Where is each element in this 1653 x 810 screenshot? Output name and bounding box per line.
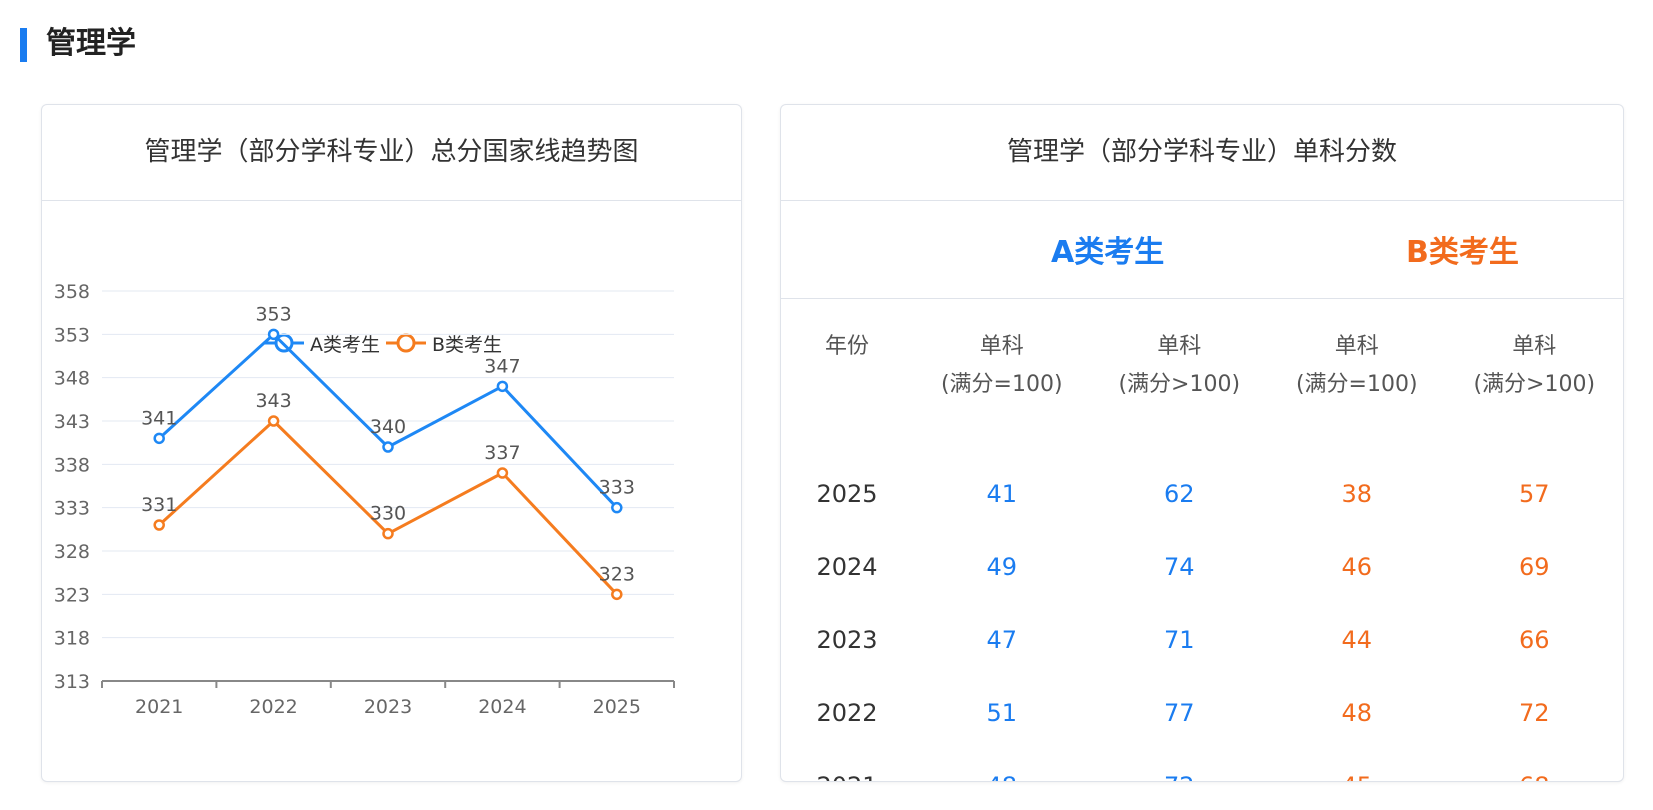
- cell-a1: 47: [986, 625, 1018, 654]
- data-label: 347: [484, 355, 520, 377]
- y-tick-label: 323: [54, 584, 90, 606]
- data-label: 340: [370, 416, 406, 438]
- x-tick-label: 2022: [249, 696, 297, 718]
- cell-a1: 49: [986, 552, 1018, 581]
- data-label: 323: [599, 563, 635, 585]
- cell-b1: 44: [1341, 625, 1373, 654]
- candidate-type-row: A类考生 B类考生: [781, 201, 1623, 299]
- y-tick-label: 338: [54, 454, 90, 476]
- cell-year: 2024: [816, 552, 878, 581]
- cell-a2: 72: [1091, 749, 1269, 782]
- data-point: [496, 380, 509, 393]
- header-b2: 单科 (满分>100): [1473, 334, 1596, 397]
- data-label: 341: [141, 407, 177, 429]
- cell-a2: 71: [1163, 625, 1195, 654]
- cell-a2: 62: [1163, 479, 1195, 508]
- y-tick-label: 318: [54, 628, 90, 650]
- cell-year: 2021: [781, 749, 913, 782]
- table-header-row: 年份 单科 (满分=100) 单科 (满分>100) 单科 (满分=100) 单科 (满…: [781, 298, 1623, 457]
- y-tick-label: 328: [54, 541, 90, 563]
- cell-year: 2022: [816, 698, 878, 727]
- table-row: 2021 48 72 45 68: [781, 749, 1623, 782]
- y-tick-label: 343: [54, 411, 90, 433]
- data-point: [153, 519, 165, 531]
- table-row: 2023 47 71 44 66: [781, 603, 1623, 676]
- header-a1: 单科 (满分=100): [940, 334, 1063, 397]
- type-b-label: B类考生: [1406, 235, 1519, 270]
- y-tick-label: 348: [54, 368, 90, 390]
- single-score-card: 管理学（部分学科专业）单科分数 A类考生 B类考生 年份 单科 (满分=100) …: [780, 104, 1624, 782]
- section-bar: [20, 28, 27, 62]
- section-title: 管理学: [46, 26, 136, 61]
- x-tick-label: 2021: [135, 696, 183, 718]
- table-row: 2024 49 74 46 69: [781, 530, 1623, 603]
- data-label: 343: [255, 390, 291, 412]
- header-a2: 单科 (满分>100): [1118, 334, 1241, 397]
- data-label: 333: [599, 477, 635, 499]
- cell-b1: 48: [1341, 698, 1373, 727]
- table-row: 2025 41 62 38 57: [781, 457, 1623, 530]
- x-tick-label: 2024: [478, 696, 526, 718]
- legend-marker: [396, 333, 416, 353]
- cell-a1: 48: [913, 749, 1091, 782]
- x-tick-label: 2023: [364, 696, 412, 718]
- legend-label: B类考生: [432, 334, 502, 356]
- header-b1: 单科 (满分=100): [1295, 334, 1418, 397]
- type-a-label: A类考生: [1051, 235, 1165, 270]
- trend-chart-card: 管理学（部分学科专业）总分国家线趋势图 A类考生 B类考生 313 318 323 328…: [41, 104, 742, 782]
- data-point: [382, 441, 394, 453]
- data-label: 331: [141, 494, 177, 516]
- trend-chart-title: 管理学（部分学科专业）总分国家线趋势图: [42, 105, 741, 201]
- data-label: 353: [255, 303, 291, 325]
- table-row: 2022 51 77 48 72: [781, 676, 1623, 749]
- data-point: [496, 467, 509, 479]
- data-point: [267, 328, 280, 341]
- score-table: 年份 单科 (满分=100) 单科 (满分>100) 单科 (满分=100) 单科 (满…: [781, 298, 1623, 782]
- data-point: [382, 527, 394, 540]
- cell-year: 2023: [816, 625, 878, 654]
- data-point: [153, 432, 165, 445]
- cell-b1: 38: [1341, 479, 1373, 508]
- data-point: [611, 588, 623, 601]
- cell-a2: 77: [1163, 698, 1195, 727]
- cell-b2: 72: [1518, 698, 1550, 727]
- trend-chart: A类考生 B类考生 313 318 323 328 333 338 343 348 353 358 20…: [54, 281, 675, 718]
- y-tick-label: 313: [54, 671, 90, 693]
- data-label: 337: [484, 442, 520, 464]
- single-score-title: 管理学（部分学科专业）单科分数: [781, 105, 1623, 201]
- x-tick-label: 2025: [593, 696, 641, 718]
- y-tick-label: 353: [54, 324, 90, 346]
- data-point: [267, 415, 280, 427]
- data-label: 330: [370, 503, 406, 525]
- cell-b1: 46: [1341, 552, 1373, 581]
- legend-label: A类考生: [310, 334, 380, 356]
- y-tick-label: 333: [54, 498, 90, 520]
- data-point: [611, 501, 623, 514]
- cell-b1: 45: [1268, 749, 1446, 782]
- cell-b2: 57: [1518, 479, 1550, 508]
- cell-a1: 51: [986, 698, 1018, 727]
- cell-a1: 41: [986, 479, 1018, 508]
- y-tick-label: 358: [54, 281, 90, 303]
- cell-b2: 69: [1518, 552, 1550, 581]
- cell-b2: 66: [1518, 625, 1550, 654]
- cell-a2: 74: [1163, 552, 1195, 581]
- cell-b2: 68: [1446, 749, 1624, 782]
- header-year: 年份: [824, 334, 869, 359]
- cell-year: 2025: [816, 479, 878, 508]
